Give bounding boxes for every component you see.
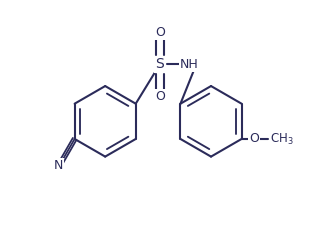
Text: S: S <box>156 57 164 71</box>
Text: CH$_3$: CH$_3$ <box>269 131 293 147</box>
Text: O: O <box>155 26 165 39</box>
Text: NH: NH <box>180 58 199 71</box>
Text: O: O <box>249 132 259 145</box>
Text: O: O <box>155 90 165 103</box>
Text: N: N <box>54 159 63 172</box>
